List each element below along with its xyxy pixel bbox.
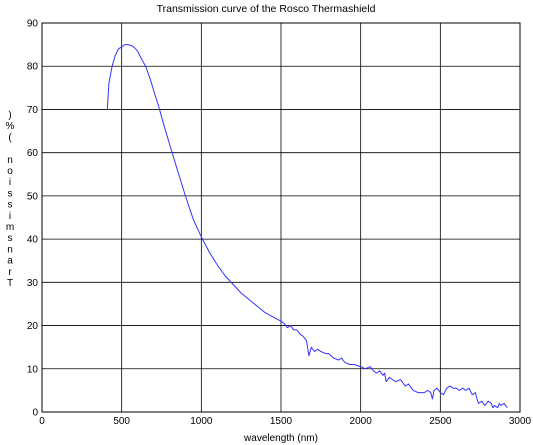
y-axis-label-char: T bbox=[7, 278, 13, 289]
y-tick-label: 80 bbox=[27, 62, 39, 73]
y-axis-label-char: s bbox=[8, 233, 13, 244]
y-tick-label: 60 bbox=[27, 148, 39, 159]
y-axis-label-char: a bbox=[7, 256, 13, 267]
y-axis-label-char: n bbox=[7, 155, 13, 166]
y-axis-label-char: m bbox=[6, 222, 14, 233]
y-axis-label-char: ( bbox=[8, 132, 12, 143]
transmission-series-line bbox=[106, 44, 508, 409]
y-axis-label-char: s bbox=[8, 200, 13, 211]
x-tick-label: 1500 bbox=[270, 416, 293, 427]
y-tick-label: 10 bbox=[27, 364, 39, 375]
y-tick-label: 90 bbox=[27, 19, 39, 30]
x-tick-label: 2500 bbox=[429, 416, 452, 427]
x-tick-label: 3000 bbox=[509, 416, 532, 427]
x-tick-label: 2000 bbox=[350, 416, 373, 427]
y-axis-label-char: r bbox=[8, 267, 12, 278]
y-axis-label-char: s bbox=[8, 188, 13, 199]
y-tick-label: 50 bbox=[27, 191, 39, 202]
x-tick-label: 1000 bbox=[190, 416, 213, 427]
series-layer bbox=[106, 44, 508, 409]
axis-ticks: 0 500 1000 1500 2000 2500 3000 0 10 20 30 40 50 60 70 8… bbox=[27, 19, 532, 428]
y-tick-label: 30 bbox=[27, 278, 39, 289]
y-axis-label-char: i bbox=[9, 177, 11, 188]
y-axis-label-char: n bbox=[7, 244, 13, 255]
y-axis-label-char: % bbox=[6, 121, 15, 132]
y-tick-label: 40 bbox=[27, 235, 39, 246]
y-tick-label: 70 bbox=[27, 105, 39, 116]
x-tick-label: 0 bbox=[39, 416, 45, 427]
y-axis-label-char: ) bbox=[8, 110, 11, 121]
grid bbox=[41, 22, 521, 413]
y-axis-label-char: o bbox=[7, 166, 13, 177]
plot-frame bbox=[41, 22, 521, 413]
x-axis-label: wavelength (nm) bbox=[243, 433, 318, 444]
y-tick-label: 0 bbox=[32, 408, 38, 419]
x-tick-label: 500 bbox=[113, 416, 130, 427]
y-axis-label-char: i bbox=[9, 211, 11, 222]
chart-title: Transmission curve of the Rosco Thermash… bbox=[157, 3, 376, 15]
y-tick-label: 20 bbox=[27, 321, 39, 332]
